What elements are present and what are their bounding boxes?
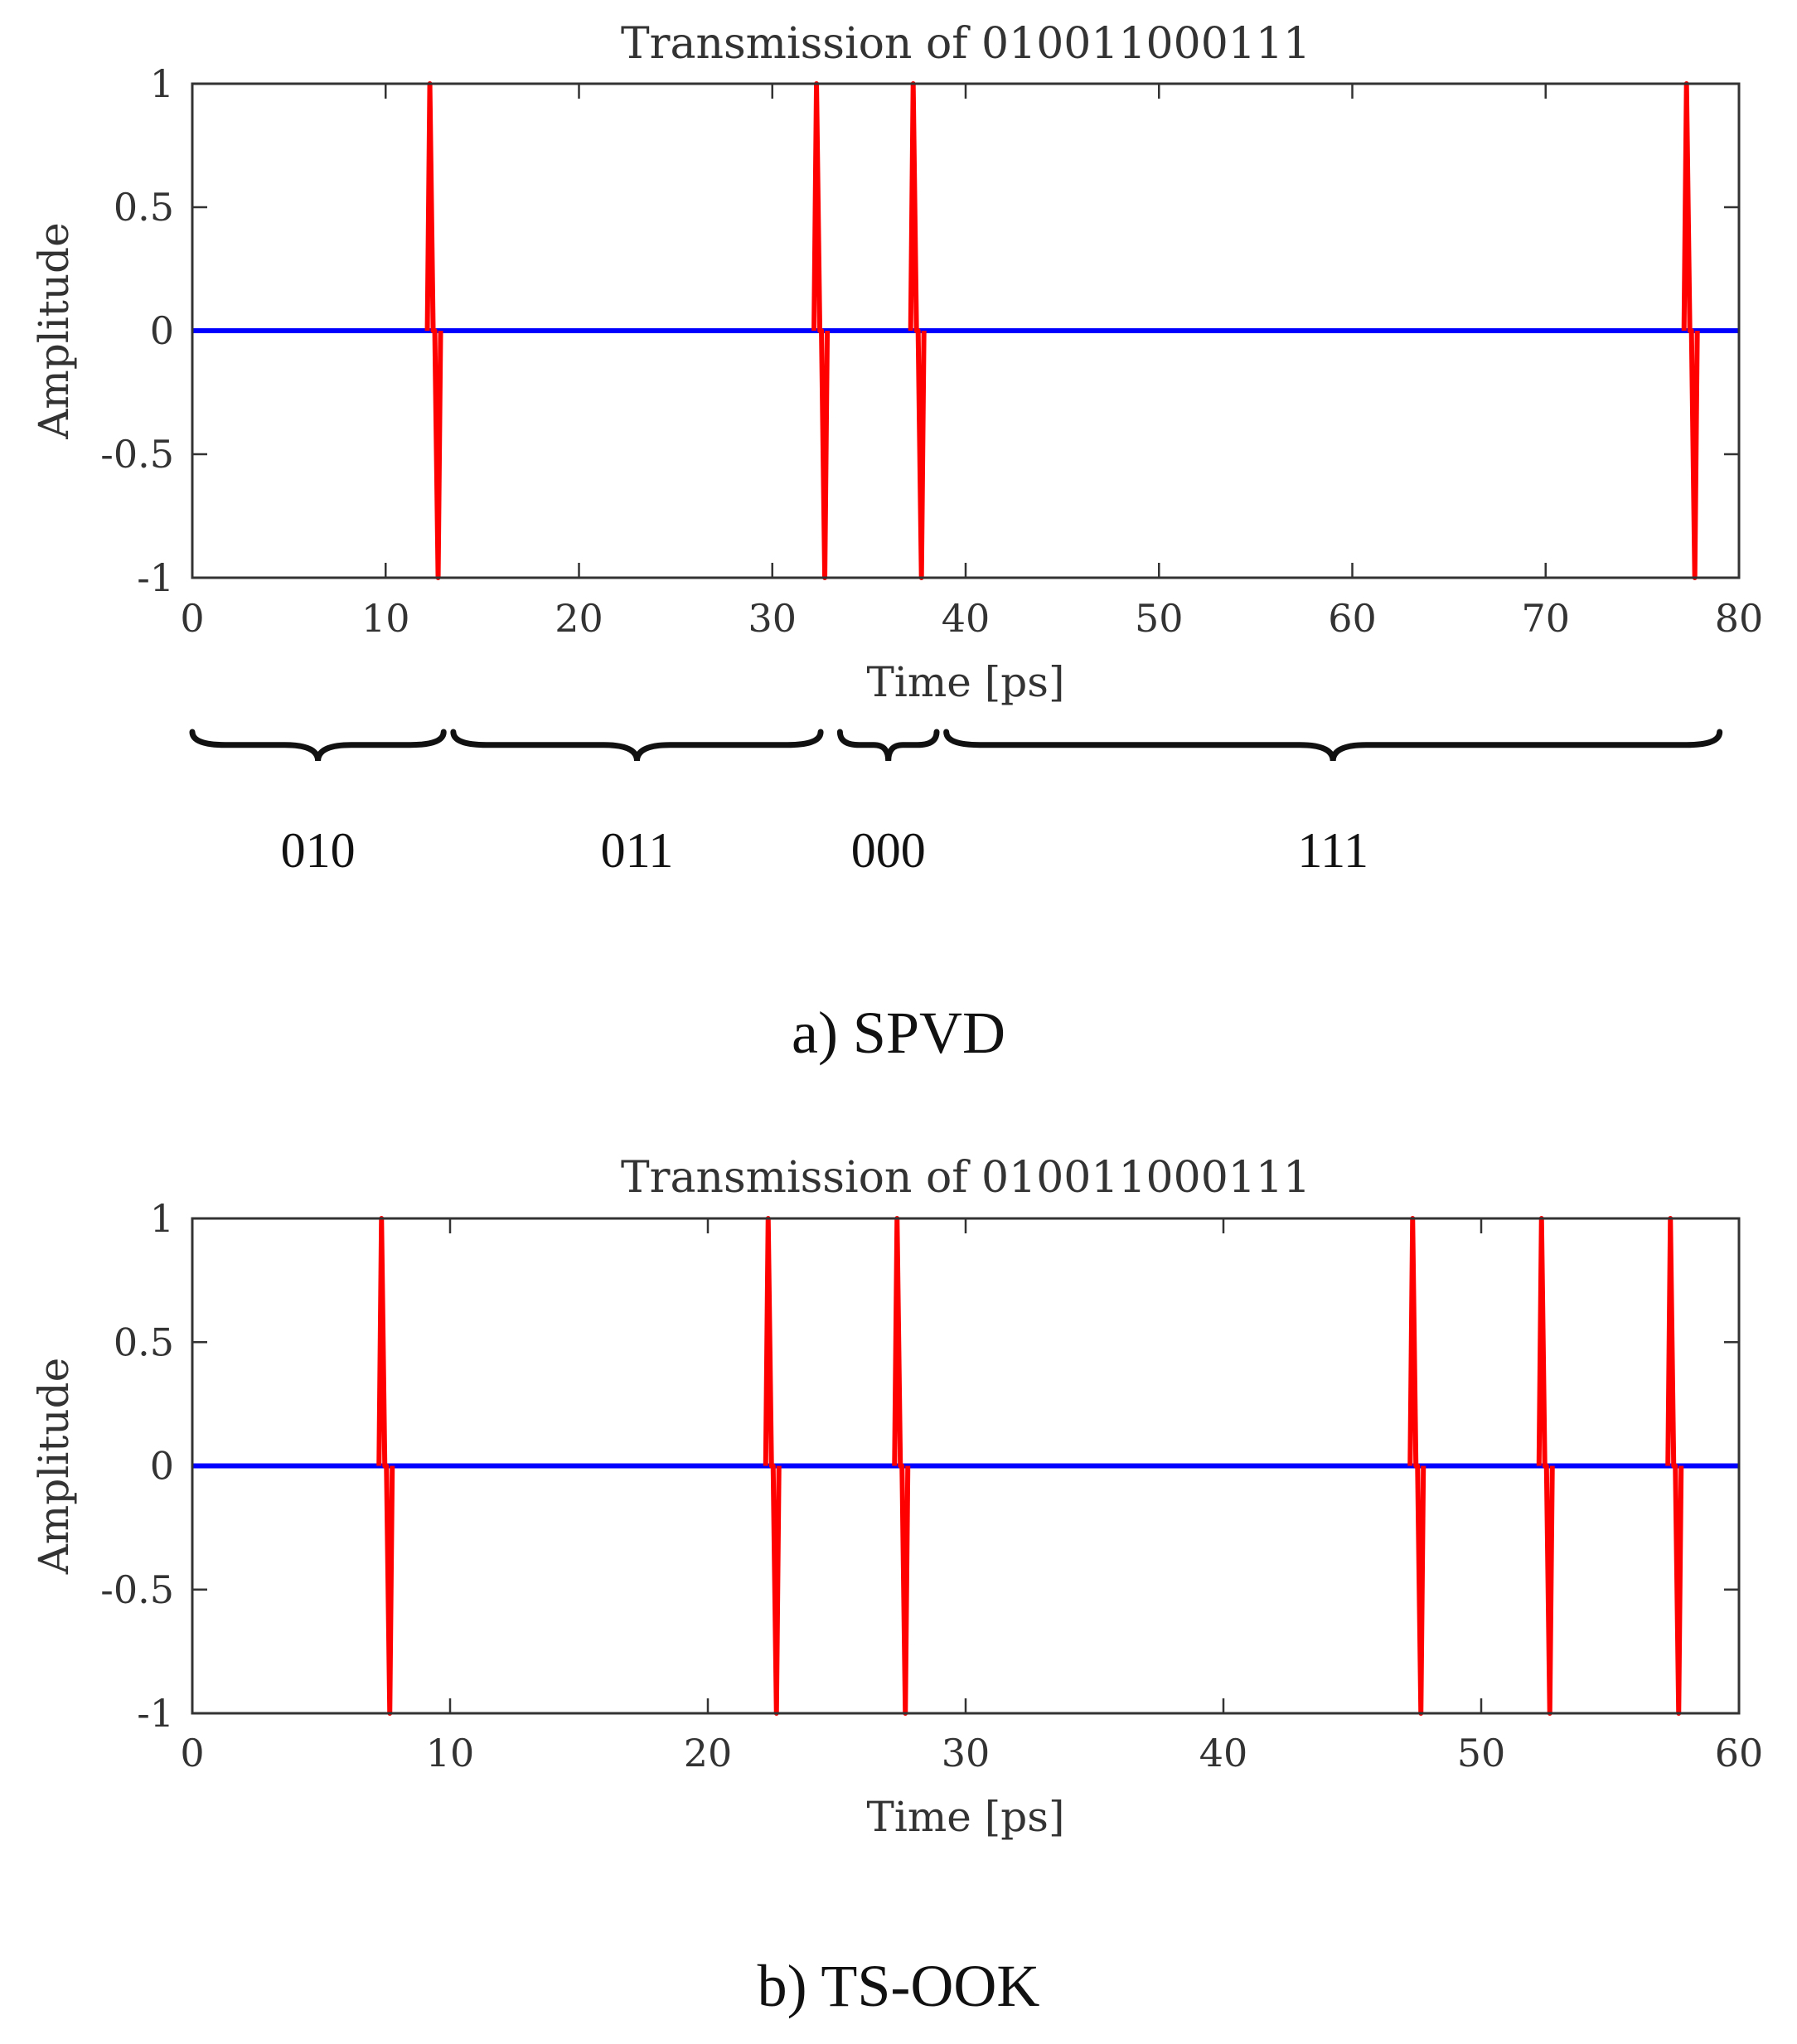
brace-label: 000 <box>851 823 926 878</box>
y-tick-label: 0.5 <box>114 185 174 230</box>
pulse <box>763 1216 782 1716</box>
chart-title: Transmission of 010011000111 <box>621 1153 1310 1203</box>
y-tick-label: 0.5 <box>114 1320 174 1364</box>
y-tick-label: 0 <box>150 1444 174 1489</box>
x-tick-label: 40 <box>942 596 991 641</box>
brace-label: 010 <box>281 823 356 878</box>
x-tick-label: 80 <box>1715 596 1764 641</box>
y-tick-label: -1 <box>137 555 174 600</box>
y-axis-label: Amplitude <box>30 222 78 439</box>
brace-label: 011 <box>601 823 674 878</box>
y-tick-label: 0 <box>150 308 174 353</box>
y-tick-label: -1 <box>137 1691 174 1736</box>
pulse <box>1681 81 1700 580</box>
caption: b) TS-OOK <box>758 1953 1040 2019</box>
x-tick-label: 50 <box>1457 1731 1506 1775</box>
y-tick-label: 1 <box>150 1196 174 1241</box>
x-tick-label: 60 <box>1328 596 1377 641</box>
x-tick-label: 30 <box>942 1731 991 1775</box>
brace <box>943 729 1723 762</box>
x-tick-label: 50 <box>1135 596 1184 641</box>
y-axis-label: Amplitude <box>30 1358 78 1575</box>
x-tick-label: 20 <box>684 1731 733 1775</box>
caption: a) SPVD <box>792 1000 1005 1066</box>
x-axis-label: Time [ps] <box>867 658 1065 706</box>
x-tick-label: 70 <box>1521 596 1570 641</box>
plot-frame <box>191 82 1741 579</box>
pulse <box>376 1216 395 1716</box>
pulse <box>811 81 831 580</box>
x-tick-label: 0 <box>180 1731 204 1775</box>
x-tick-label: 0 <box>180 596 204 641</box>
x-tick-label: 10 <box>426 1731 475 1775</box>
x-tick-label: 10 <box>361 596 410 641</box>
brace <box>450 729 824 762</box>
pulse <box>1665 1216 1684 1716</box>
pulse <box>1407 1216 1426 1716</box>
pulse <box>908 81 927 580</box>
plot-frame <box>191 1217 1741 1715</box>
pulse <box>424 81 443 580</box>
y-tick-label: -0.5 <box>100 432 174 477</box>
x-tick-label: 40 <box>1199 1731 1248 1775</box>
x-tick-label: 30 <box>748 596 797 641</box>
brace <box>189 729 447 762</box>
pulse <box>892 1216 911 1716</box>
x-tick-label: 20 <box>555 596 603 641</box>
chart-a: Transmission of 010011000111 Amplitude Tim… <box>30 19 1763 1066</box>
x-tick-label: 60 <box>1715 1731 1764 1775</box>
brace-label: 111 <box>1297 823 1368 878</box>
chart-b: Transmission of 010011000111 Amplitude Tim… <box>30 1153 1763 2019</box>
pulse <box>1536 1216 1555 1716</box>
brace <box>836 729 940 762</box>
y-tick-label: 1 <box>150 61 174 106</box>
y-tick-label: -0.5 <box>100 1567 174 1612</box>
x-axis-label: Time [ps] <box>867 1793 1065 1841</box>
chart-title: Transmission of 010011000111 <box>621 19 1310 69</box>
